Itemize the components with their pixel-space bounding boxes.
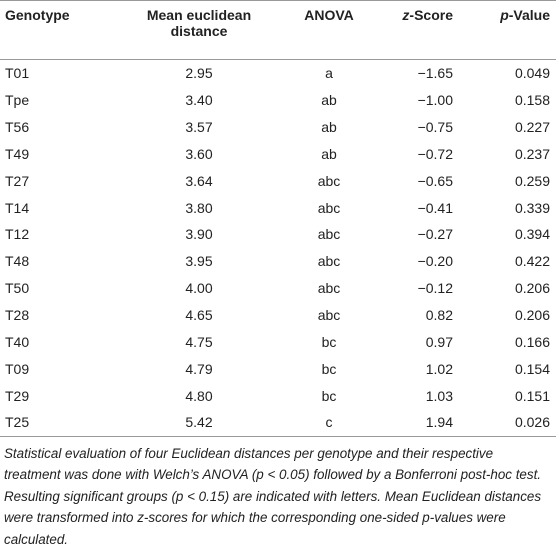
- table-cell: 0.158: [514, 92, 550, 109]
- table-body: T01 2.95 a −1.65 0.049 Tpe 3.40 ab −1.00 0.158 T56…: [0, 60, 556, 437]
- table-row: T12 3.90 abc −0.27 0.394: [0, 221, 556, 248]
- table-cell: a: [325, 65, 333, 82]
- header-text: z-Score: [402, 7, 453, 23]
- table-cell: −1.00: [417, 92, 453, 109]
- table-cell: abc: [317, 199, 341, 216]
- table-cell: 3.80: [185, 199, 213, 216]
- table-cell: −0.20: [417, 253, 453, 270]
- table-cell: 3.95: [185, 253, 213, 270]
- table-cell: abc: [317, 280, 341, 297]
- table-cell: T49: [5, 145, 30, 162]
- table-cell: T14: [5, 199, 30, 216]
- table-cell: T25: [0, 408, 109, 437]
- table-cell: 3.57: [185, 119, 213, 136]
- table-cell: −1.65: [417, 65, 453, 82]
- table-cell: bc: [321, 387, 337, 404]
- table-row: T40 4.75 bc 0.97 0.166: [0, 328, 556, 355]
- table-cell: ab: [321, 119, 337, 136]
- table-cell: −0.12: [417, 280, 453, 297]
- table-cell: T40: [5, 333, 30, 350]
- table-cell: T48: [5, 253, 30, 270]
- table-cell: 0.154: [514, 360, 550, 377]
- table-cell: 4.80: [185, 387, 213, 404]
- table-row: T49 3.60 ab −0.72 0.237: [0, 141, 556, 168]
- header-row: Genotype Mean euclidean distance ANOVA z-Sc…: [0, 0, 556, 60]
- table-cell: T12: [5, 226, 30, 243]
- table-row: T48 3.95 abc −0.20 0.422: [0, 248, 556, 275]
- header-text: Mean euclidean distance: [146, 7, 252, 39]
- table-row: T27 3.64 abc −0.65 0.259: [0, 167, 556, 194]
- table-row: T09 4.79 bc 1.02 0.154: [0, 355, 556, 382]
- table-cell: ab: [321, 92, 337, 109]
- caption: Statistical evaluation of four Euclidean…: [4, 445, 542, 547]
- header-cell: Genotype: [0, 0, 109, 60]
- table-cell: −0.72: [417, 145, 453, 162]
- table-cell: 3.60: [185, 145, 213, 162]
- header-cell: ANOVA: [289, 0, 369, 60]
- table-cell: 1.02: [425, 360, 453, 377]
- table-cell: 4.00: [185, 280, 213, 297]
- table-row: T56 3.57 ab −0.75 0.227: [0, 114, 556, 141]
- table-cell: ab: [321, 145, 337, 162]
- table-cell: 0.227: [514, 119, 550, 136]
- table-cell: 0.394: [514, 226, 550, 243]
- header-cell: Mean euclidean distance: [109, 0, 289, 60]
- table-cell: 0.422: [514, 253, 550, 270]
- table-cell: 3.40: [185, 92, 213, 109]
- table-row: T50 4.00 abc −0.12 0.206: [0, 275, 556, 302]
- table-cell: 0.166: [514, 333, 550, 350]
- table-cell: 3.64: [185, 172, 213, 189]
- table-cell: 3.90: [185, 226, 213, 243]
- table-cell: 0.339: [514, 199, 550, 216]
- table-cell: T09: [5, 360, 30, 377]
- table-cell: T56: [5, 119, 30, 136]
- table-cell: 0.026: [461, 408, 556, 437]
- table-cell: −0.41: [417, 199, 453, 216]
- table-cell: 0.049: [514, 65, 550, 82]
- table-cell: T27: [5, 172, 30, 189]
- table-cell: 0.82: [425, 307, 453, 324]
- table-row: Tpe 3.40 ab −1.00 0.158: [0, 87, 556, 114]
- table-cell: abc: [317, 307, 341, 324]
- table-cell: 2.95: [185, 65, 213, 82]
- header-text: p-Value: [500, 7, 550, 23]
- table-cell: 0.206: [514, 307, 550, 324]
- table-cell: 0.97: [425, 333, 453, 350]
- table-cell: 0.206: [514, 280, 550, 297]
- table-cell: c: [289, 408, 369, 437]
- table-row: T14 3.80 abc −0.41 0.339: [0, 194, 556, 221]
- table-cell: 0.259: [514, 172, 550, 189]
- header-text: ANOVA: [304, 7, 354, 23]
- table-cell: abc: [317, 226, 341, 243]
- table-cell: 0.237: [514, 145, 550, 162]
- table-cell: 5.42: [109, 408, 289, 437]
- table-cell: T29: [5, 387, 30, 404]
- table-cell: 1.94: [369, 408, 461, 437]
- table-cell: −0.27: [417, 226, 453, 243]
- table-cell: −0.65: [417, 172, 453, 189]
- table-cell: T28: [5, 307, 30, 324]
- table-cell: 4.65: [185, 307, 213, 324]
- table-cell: 1.03: [425, 387, 453, 404]
- table-cell: 4.79: [185, 360, 213, 377]
- table-cell: Tpe: [5, 92, 30, 109]
- header-text: Genotype: [5, 7, 70, 23]
- header-cell: z-Score: [369, 0, 461, 60]
- table-cell: bc: [321, 333, 337, 350]
- table-cell: −0.75: [417, 119, 453, 136]
- header-cell: p-Value: [461, 0, 556, 60]
- table-row: T01 2.95 a −1.65 0.049: [0, 60, 556, 87]
- table-cell: T01: [5, 65, 30, 82]
- table-cell: 0.151: [514, 387, 550, 404]
- table-cell: 4.75: [185, 333, 213, 350]
- results-table: Genotype Mean euclidean distance ANOVA z-Sc…: [0, 0, 556, 437]
- table-cell: abc: [317, 253, 341, 270]
- table-cell: abc: [317, 172, 341, 189]
- table-row: T25 5.42 c 1.94 0.026: [0, 408, 556, 437]
- table-cell: T50: [5, 280, 30, 297]
- table-row: T29 4.80 bc 1.03 0.151: [0, 382, 556, 409]
- table-row: T28 4.65 abc 0.82 0.206: [0, 302, 556, 329]
- table-cell: bc: [321, 360, 337, 377]
